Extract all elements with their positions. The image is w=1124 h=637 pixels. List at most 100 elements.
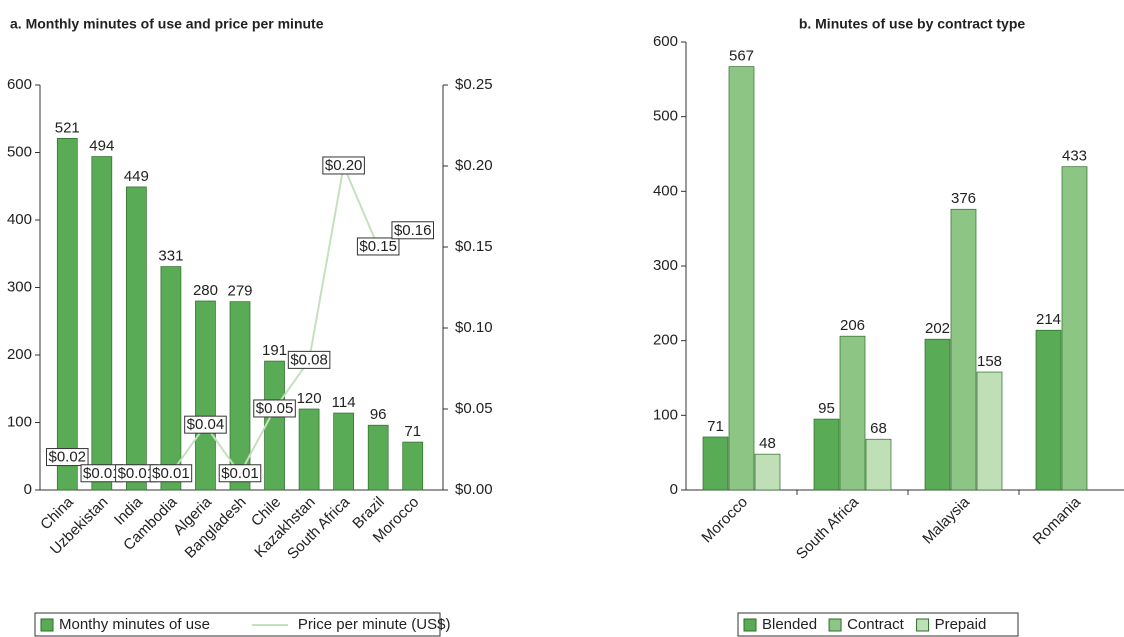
bar-value-label: 214 [1036, 311, 1061, 328]
bar-value-label: 494 [89, 138, 114, 155]
price-label: $0.01 [221, 465, 259, 482]
bar [402, 441, 424, 491]
bar [1035, 329, 1062, 491]
x-tick-label: Romania [1030, 493, 1085, 548]
price-label-box [287, 350, 331, 369]
bar [229, 301, 251, 491]
y2-tick-label: $0.10 [455, 319, 493, 336]
bar [264, 360, 285, 491]
bar-value-label: 331 [158, 248, 183, 265]
chart-title: a. Monthly minutes of use and price per … [10, 16, 324, 32]
bar-value-label: 376 [951, 190, 976, 207]
bar [367, 424, 389, 491]
y2-tick-label: $0.00 [455, 481, 493, 498]
price-label: $0.01 [118, 465, 156, 482]
price-label-box [149, 464, 193, 483]
y-tick-label: 100 [653, 406, 678, 423]
legend-label: Price per minute (US$) [298, 616, 451, 633]
legend-swatch [916, 618, 930, 632]
y-tick-label: 0 [24, 481, 32, 498]
bar [976, 371, 1003, 491]
bar [924, 338, 951, 491]
legend-label: Monthy minutes of use [59, 616, 210, 633]
y-tick-label: 600 [653, 33, 678, 50]
bar-value-label: 71 [404, 423, 421, 440]
bar [333, 412, 354, 491]
legend-label: Blended [762, 616, 817, 633]
bar [728, 66, 755, 491]
price-label: $0.20 [325, 157, 363, 174]
y-tick-label: 300 [7, 278, 32, 295]
legend-label: Prepaid [935, 616, 987, 633]
y2-tick-label: $0.05 [455, 400, 493, 417]
y2-tick-label: $0.25 [455, 76, 493, 93]
bar-value-label: 280 [193, 282, 218, 299]
price-label-box [391, 221, 435, 240]
bar [813, 418, 840, 491]
y-tick-label: 400 [7, 211, 32, 228]
y-tick-label: 400 [653, 182, 678, 199]
bar-value-label: 202 [925, 320, 950, 337]
bar-value-label: 521 [55, 119, 80, 136]
bar [839, 335, 866, 491]
price-label: $0.16 [394, 222, 432, 239]
bar-value-label: 449 [124, 168, 149, 185]
bar [1061, 166, 1088, 491]
price-label-box [218, 464, 262, 483]
legend-swatch [828, 618, 842, 632]
bar [56, 137, 78, 491]
y-tick-label: 600 [7, 76, 32, 93]
bar-value-label: 95 [818, 400, 835, 417]
price-label: $0.15 [359, 238, 397, 255]
legend-box [34, 612, 441, 637]
bar [702, 436, 729, 491]
x-tick-label: Malaysia [919, 493, 973, 547]
price-label: $0.08 [290, 351, 328, 368]
price-label: $0.01 [152, 465, 190, 482]
bar [91, 156, 113, 491]
bar [950, 208, 977, 491]
price-label: $0.02 [48, 449, 86, 466]
legend-box [737, 612, 1019, 637]
legend-label: Contract [847, 616, 905, 633]
y-tick-label: 200 [7, 346, 32, 363]
bar-value-label: 71 [707, 418, 724, 435]
bar-value-label: 114 [332, 394, 356, 411]
x-tick-label: Morocco [698, 494, 751, 547]
price-label: $0.05 [256, 400, 294, 417]
price-label-box [184, 415, 227, 434]
price-label: $0.04 [187, 416, 225, 433]
y-tick-label: 200 [653, 332, 678, 349]
price-label: $0.01 [83, 465, 121, 482]
bar [126, 186, 147, 491]
bar-value-label: 120 [297, 390, 322, 407]
bar-value-label: 68 [870, 420, 887, 437]
bar [195, 300, 216, 491]
bar-value-label: 206 [840, 317, 865, 334]
x-tick-label: South Africa [793, 493, 863, 563]
bar [160, 266, 182, 491]
bar-value-label: 567 [729, 48, 754, 65]
price-label-box [45, 448, 89, 467]
y-tick-label: 100 [7, 413, 32, 430]
price-label-box [253, 399, 296, 418]
chart-title: b. Minutes of use by contract type [799, 16, 1026, 32]
bar-value-label: 191 [262, 342, 287, 359]
bar [754, 453, 781, 491]
y-tick-label: 300 [653, 257, 678, 274]
y-tick-label: 500 [7, 143, 32, 160]
y-tick-label: 500 [653, 108, 678, 125]
legend-swatch [743, 618, 757, 632]
legend-swatch [40, 618, 54, 632]
bar-value-label: 48 [759, 435, 776, 452]
y2-tick-label: $0.15 [455, 238, 493, 255]
bar-value-label: 96 [370, 406, 387, 423]
y2-tick-label: $0.20 [455, 157, 493, 174]
price-label-box [356, 237, 400, 256]
bar-value-label: 158 [977, 353, 1002, 370]
y-tick-label: 0 [670, 481, 678, 498]
bar [298, 408, 320, 491]
price-label-box [322, 156, 365, 175]
bar-value-label: 433 [1062, 148, 1087, 165]
